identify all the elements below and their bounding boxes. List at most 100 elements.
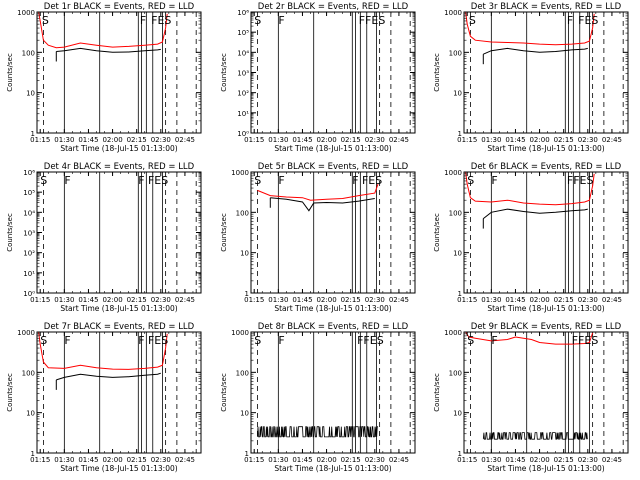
y-tick-label: 1000 <box>444 169 462 177</box>
phase-annotation: S <box>254 174 261 187</box>
x-axis-label: Start Time (18-Jul-15 01:13:00) <box>487 144 604 153</box>
y-axis-label: Counts/sec <box>220 213 228 252</box>
x-tick-label: 02:45 <box>175 136 195 144</box>
series-line-lld <box>38 11 168 49</box>
series-line-events <box>482 432 588 440</box>
y-tick-label: 10⁴ <box>23 209 35 217</box>
phase-annotation: S <box>469 14 476 27</box>
y-tick-label: 1000 <box>231 329 249 337</box>
panel-det-5: Det 5r BLACK = Events, RED = LLD Counts/s… <box>220 162 416 313</box>
phase-annotation: FES <box>148 334 168 347</box>
phase-annotation: FFES <box>567 174 594 187</box>
phase-annotation: F <box>491 174 497 187</box>
x-tick-label: 02:15 <box>341 296 361 304</box>
x-tick-label: 01:45 <box>292 136 312 144</box>
panel-title: Det 2r BLACK = Events, RED = LLD <box>258 2 409 12</box>
y-tick-label: 10¹ <box>237 110 249 118</box>
x-tick-label: 02:15 <box>554 136 574 144</box>
x-tick-label: 02:15 <box>127 296 147 304</box>
series-line-events <box>56 372 161 381</box>
x-axis-label: Start Time (18-Jul-15 01:13:00) <box>60 304 177 313</box>
x-tick-label: 02:15 <box>341 456 361 464</box>
phase-annotation: S <box>467 334 474 347</box>
x-tick-label: 02:00 <box>529 296 549 304</box>
y-tick-label: 10⁵ <box>237 29 249 37</box>
x-tick-label: 01:45 <box>78 136 98 144</box>
y-tick-label: 1000 <box>444 329 462 337</box>
phase-annotation: F <box>491 334 497 347</box>
x-axis-label: Start Time (18-Jul-15 01:13:00) <box>487 464 604 473</box>
y-tick-label: 10³ <box>23 230 35 238</box>
phase-annotation: F <box>64 334 70 347</box>
x-tick-label: 01:15 <box>30 296 50 304</box>
x-tick-label: 01:45 <box>505 136 525 144</box>
x-tick-label: 01:30 <box>268 456 288 464</box>
panel-det-7: Det 7r BLACK = Events, RED = LLD Counts/s… <box>6 322 202 473</box>
y-tick-label: 10 <box>453 250 462 258</box>
x-tick-label: 01:45 <box>78 456 98 464</box>
panel-det-8: Det 8r BLACK = Events, RED = LLD Counts/s… <box>220 322 416 473</box>
x-tick-label: 02:00 <box>316 296 336 304</box>
y-tick-label: 100 <box>22 49 35 57</box>
x-tick-label: 01:30 <box>268 296 288 304</box>
phase-annotation: F <box>138 334 144 347</box>
phase-annotation: S <box>40 174 47 187</box>
y-tick-label: 10⁰ <box>23 290 35 298</box>
y-axis-label: Counts/sec <box>6 373 14 412</box>
y-axis-label: Counts/sec <box>6 53 14 92</box>
plot-frame <box>463 331 629 454</box>
y-tick-label: 1000 <box>17 9 35 17</box>
y-tick-label: 10⁵ <box>23 189 35 197</box>
series-line-lld <box>465 331 594 345</box>
y-tick-label: 10¹ <box>23 270 35 278</box>
x-tick-label: 02:30 <box>365 456 385 464</box>
plot-frame <box>36 331 202 454</box>
y-axis-label: Counts/sec <box>433 53 441 92</box>
y-axis-label: Counts/sec <box>433 373 441 412</box>
x-tick-label: 01:15 <box>457 136 477 144</box>
y-tick-label: 100 <box>449 209 462 217</box>
y-tick-label: 10 <box>240 410 249 418</box>
x-tick-label: 02:30 <box>578 136 598 144</box>
plot-frame <box>463 11 629 134</box>
x-tick-label: 01:15 <box>30 456 50 464</box>
x-tick-label: 02:45 <box>389 136 409 144</box>
phase-annotation: S <box>40 334 47 347</box>
y-tick-label: 1000 <box>444 9 462 17</box>
y-tick-label: 1000 <box>17 329 35 337</box>
phase-annotation: S <box>467 174 474 187</box>
x-tick-label: 02:30 <box>365 296 385 304</box>
x-tick-label: 02:30 <box>151 296 171 304</box>
phase-annotation: FFES <box>572 334 599 347</box>
x-tick-label: 01:45 <box>505 456 525 464</box>
series-line-lld <box>465 171 595 206</box>
plot-frame <box>250 331 416 454</box>
x-tick-label: 01:15 <box>457 296 477 304</box>
x-tick-label: 02:30 <box>151 136 171 144</box>
y-tick-label: 10⁶ <box>237 9 249 17</box>
y-tick-label: 1 <box>458 130 462 138</box>
panel-det-4: Det 4r BLACK = Events, RED = LLD Counts/s… <box>6 162 202 313</box>
x-tick-label: 02:45 <box>602 136 622 144</box>
phase-annotation: F <box>138 174 144 187</box>
x-tick-label: 02:00 <box>529 136 549 144</box>
x-tick-label: 01:45 <box>292 296 312 304</box>
x-tick-label: 02:30 <box>578 456 598 464</box>
y-tick-label: 10 <box>453 410 462 418</box>
series-line-events <box>482 208 588 219</box>
x-tick-label: 02:00 <box>102 456 122 464</box>
x-axis-label: Start Time (18-Jul-15 01:13:00) <box>274 464 391 473</box>
x-tick-label: 01:30 <box>54 456 74 464</box>
x-tick-label: 02:45 <box>175 296 195 304</box>
panel-title: Det 5r BLACK = Events, RED = LLD <box>258 162 409 172</box>
y-tick-label: 100 <box>236 369 249 377</box>
phase-annotation: F <box>278 14 284 27</box>
plot-frame <box>36 171 202 294</box>
y-tick-label: 10² <box>23 250 35 258</box>
x-tick-label: 02:45 <box>602 296 622 304</box>
y-tick-label: 100 <box>449 369 462 377</box>
x-tick-label: 01:15 <box>244 136 264 144</box>
x-axis-label: Start Time (18-Jul-15 01:13:00) <box>60 464 177 473</box>
y-tick-label: 1 <box>31 130 35 138</box>
panel-title: Det 3r BLACK = Events, RED = LLD <box>471 2 622 12</box>
